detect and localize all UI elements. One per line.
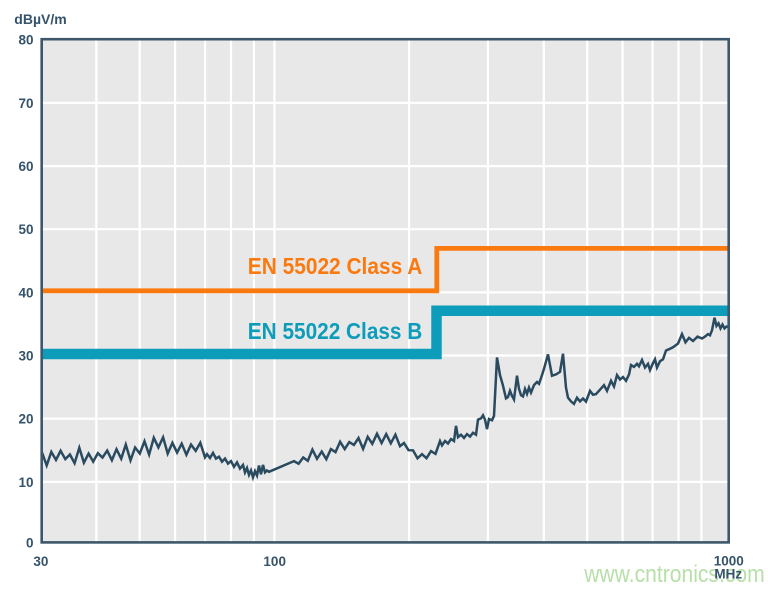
svg-text:30: 30 — [18, 348, 33, 363]
svg-text:50: 50 — [18, 222, 33, 237]
svg-text:EN 55022 Class B: EN 55022 Class B — [248, 318, 422, 344]
svg-text:40: 40 — [18, 285, 33, 300]
svg-text:dBµV/m: dBµV/m — [14, 11, 66, 27]
svg-text:70: 70 — [18, 96, 33, 111]
svg-text:20: 20 — [18, 412, 33, 427]
svg-text:0: 0 — [26, 535, 34, 550]
svg-text:30: 30 — [33, 554, 48, 569]
svg-text:10: 10 — [18, 475, 33, 490]
svg-text:1000: 1000 — [714, 553, 744, 568]
svg-text:60: 60 — [18, 159, 33, 174]
svg-text:80: 80 — [18, 33, 33, 48]
svg-text:MHz: MHz — [714, 567, 742, 582]
svg-text:100: 100 — [263, 554, 286, 569]
svg-text:EN 55022 Class A: EN 55022 Class A — [248, 253, 422, 279]
svg-text:www.cntronics.com: www.cntronics.com — [583, 561, 764, 588]
